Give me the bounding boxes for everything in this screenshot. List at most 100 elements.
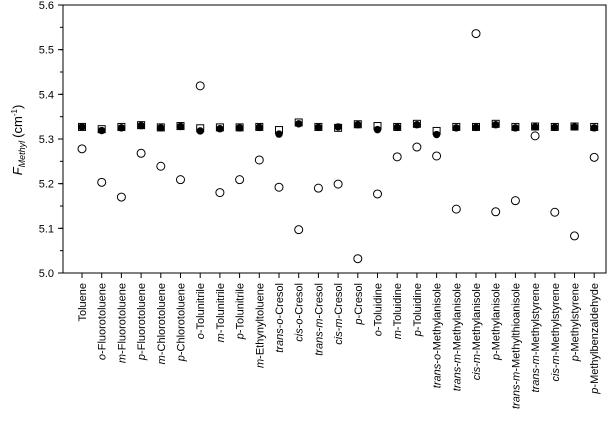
x-category-label-part: - xyxy=(313,327,325,331)
filled-circle-point xyxy=(531,123,539,131)
series-open-circle xyxy=(77,29,599,264)
x-category-label: trans-m-Methylanisole xyxy=(451,283,463,391)
open-circle-point xyxy=(432,151,442,161)
x-category-label-part: cis xyxy=(333,331,345,345)
filled-circle-point xyxy=(570,123,579,131)
open-circle-point xyxy=(530,131,540,141)
filled-circle-point xyxy=(235,124,244,132)
y-title-subscript: Methyl xyxy=(17,140,27,168)
open-circle-point xyxy=(392,152,402,162)
x-category-label-part: m xyxy=(254,359,266,368)
filled-circle-point xyxy=(472,123,480,132)
x-category-label: trans-o-Cresol xyxy=(274,283,286,353)
x-category-label-part: m xyxy=(471,354,483,363)
x-category-label-part: p xyxy=(589,388,601,395)
open-circle-point xyxy=(412,142,422,152)
x-category-label: trans-o-Methylanisole xyxy=(432,283,444,388)
filled-circle-point xyxy=(78,123,86,131)
filled-circle-point xyxy=(196,127,204,135)
y-title-unit-exponent: -1 xyxy=(10,109,19,117)
x-category-label: m-Fluorotoluene xyxy=(116,283,128,363)
x-category-label: o-Tolunitrile xyxy=(195,283,207,339)
x-category-label-part: -Toluidine xyxy=(392,283,404,330)
open-circle-point xyxy=(274,182,284,192)
x-category-label: p-Methylstyrene xyxy=(570,283,582,362)
filled-circle-point xyxy=(176,122,185,131)
x-category-label: o-Fluorotoluene xyxy=(97,283,109,360)
filled-circle-point xyxy=(295,120,303,128)
x-category-label-part: m xyxy=(156,355,168,364)
filled-circle-point xyxy=(117,124,126,132)
x-category-label-part: o xyxy=(294,318,306,324)
open-circle-point xyxy=(471,29,481,39)
x-category-label-part: p xyxy=(353,318,365,325)
x-category-label: trans-m-Methylthioanisole xyxy=(510,283,522,409)
x-category-label: Toluene xyxy=(77,283,89,322)
filled-circle-point xyxy=(590,124,598,132)
x-category-label-part: -Cresol xyxy=(274,283,286,318)
x-category-label-part: trans xyxy=(530,367,542,392)
x-category-label-part: -Fluorotoluene xyxy=(136,283,148,354)
x-category-label-part: o xyxy=(97,354,109,360)
filled-circle-point xyxy=(452,124,460,132)
x-category-label-part: -Fluorotoluene xyxy=(97,283,109,354)
x-category-label-part: o xyxy=(274,318,286,324)
x-category-label-part: m xyxy=(530,355,542,364)
y-tick-label: 5.6 xyxy=(39,0,54,12)
x-category-label-part: p xyxy=(570,355,582,362)
x-category-label-part: -Methylanisole xyxy=(451,283,463,354)
x-category-label-part: -Chlorotoluene xyxy=(156,283,168,355)
x-category-label-part: trans xyxy=(451,366,463,391)
x-category-label-part: -Toluidine xyxy=(412,283,424,330)
x-category-label-part: - xyxy=(510,381,522,385)
data-series xyxy=(77,29,599,264)
x-category-label-part: o xyxy=(195,333,207,339)
open-circle-point xyxy=(313,183,323,193)
open-circle-point xyxy=(373,189,382,199)
x-category-label: cis-m-Methylstyrene xyxy=(550,283,562,381)
filled-circle-point xyxy=(393,123,401,132)
open-circle-point xyxy=(333,179,343,189)
filled-circle-point xyxy=(97,126,106,135)
x-category-label-part: p xyxy=(412,330,424,337)
x-category-label-part: -Methylanisole xyxy=(432,283,444,354)
open-circle-point xyxy=(215,188,225,198)
y-tick-label: 5.2 xyxy=(39,179,54,191)
open-circle-point xyxy=(353,254,363,264)
open-circle-point xyxy=(550,207,560,217)
y-title-unit: (cm xyxy=(10,116,25,138)
x-category-label-part: o xyxy=(432,354,444,360)
x-category-label-part: m xyxy=(392,330,404,339)
open-circle-point xyxy=(235,175,245,185)
filled-circle-point xyxy=(492,121,500,129)
open-circle-point xyxy=(176,175,185,185)
x-category-label-part: m xyxy=(550,355,562,364)
open-circle-point xyxy=(254,155,264,165)
open-circle-point xyxy=(589,152,599,162)
x-axis-ticks: Tolueneo-Fluorotoluenem-Fluorotoluenep-F… xyxy=(77,273,601,409)
x-category-label-part: -Methylstyrene xyxy=(570,283,582,355)
y-tick-label: 5.5 xyxy=(39,45,54,57)
open-circle-point xyxy=(195,81,205,91)
x-category-label: p-Toluidine xyxy=(412,283,424,337)
open-circle-point xyxy=(136,148,146,158)
x-category-label-part: -Toluidine xyxy=(373,283,385,330)
x-category-label-part: -Fluorotoluene xyxy=(116,283,128,354)
y-axis-title-text: FMethyl (cm-1) xyxy=(10,105,27,176)
x-category-label: m-Chlorotoluene xyxy=(156,283,168,364)
x-category-label: cis-o-Cresol xyxy=(294,283,306,342)
open-circle-point xyxy=(570,231,579,241)
x-category-label-part: m xyxy=(451,354,463,363)
filled-circle-point xyxy=(137,121,145,130)
y-axis-ticks: 5.0 5.1 5.2 5.3 5.4 5.5 5.6 xyxy=(39,0,63,280)
filled-circle-point xyxy=(255,123,263,132)
x-category-label-part: p xyxy=(136,354,148,361)
x-category-label: m-Toluidine xyxy=(392,283,404,339)
filled-circle-point xyxy=(275,130,283,138)
x-category-label-part: - xyxy=(432,360,444,364)
open-circle-point xyxy=(97,177,107,187)
y-title-symbol: F xyxy=(10,166,25,175)
x-category-label-part: m xyxy=(215,333,227,342)
x-category-label-part: -Methylstyrene xyxy=(550,283,562,355)
